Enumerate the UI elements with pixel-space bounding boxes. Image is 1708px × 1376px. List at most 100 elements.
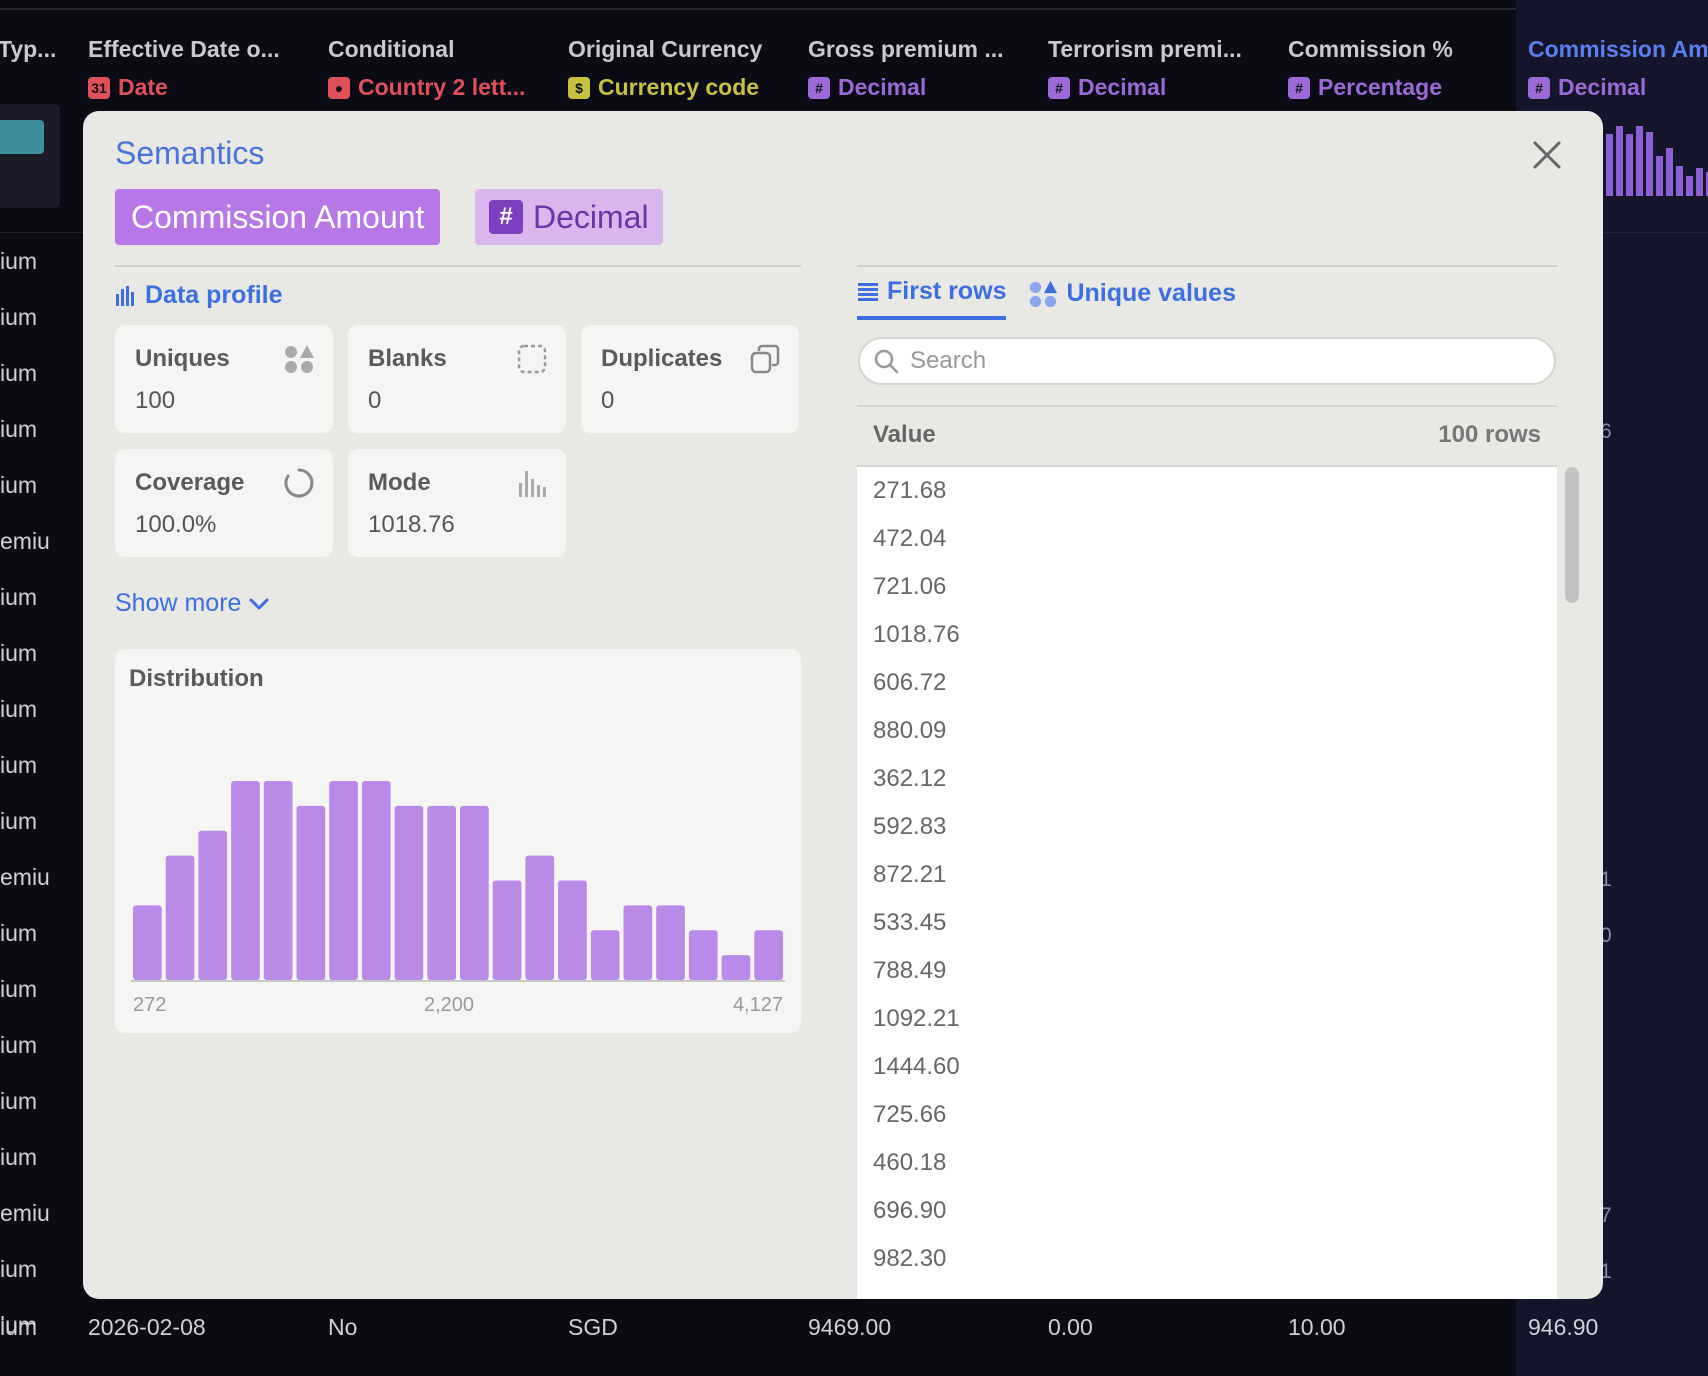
histogram-bar[interactable] xyxy=(460,805,489,980)
list-item[interactable]: 1444.60 xyxy=(873,1053,960,1080)
distribution-chart: 272 2,200 4,127 xyxy=(131,781,785,1016)
list-item[interactable]: 460.18 xyxy=(873,1149,947,1176)
hash-icon: # xyxy=(489,200,523,234)
column-title: Typ... xyxy=(0,36,57,62)
list-item[interactable]: 271.68 xyxy=(873,477,947,504)
uniques-card: Uniques 100 xyxy=(115,325,333,433)
histogram-bar[interactable] xyxy=(198,830,228,980)
list-item[interactable]: 696.90 xyxy=(873,1197,947,1224)
histogram-bar[interactable] xyxy=(361,781,391,980)
histogram-bar[interactable] xyxy=(133,905,162,980)
distribution-title: Distribution xyxy=(129,665,264,692)
values-list: 271.68 472.04 721.06 1018.76 606.72 880.09 362… xyxy=(857,465,1557,1299)
x-tick-label: 272 xyxy=(133,994,166,1016)
uniques-label: Uniques xyxy=(135,345,230,372)
histogram-bar[interactable] xyxy=(721,955,751,980)
mini-histogram-bar xyxy=(1686,176,1693,196)
copy-icon xyxy=(750,344,780,374)
search-icon xyxy=(874,349,899,374)
list-item[interactable]: 362.12 xyxy=(873,765,947,792)
row-count: 100 rows xyxy=(1438,421,1541,448)
mini-histogram-bar xyxy=(1646,132,1653,196)
list-item[interactable]: 788.49 xyxy=(873,957,947,984)
table-cell: ium xyxy=(0,920,38,946)
list-item[interactable]: 472.04 xyxy=(873,525,947,552)
list-item[interactable]: 1092.21 xyxy=(873,1005,960,1032)
histogram-bar[interactable] xyxy=(525,855,555,980)
column-header-0[interactable]: Typ... xyxy=(0,0,240,1376)
mini-histogram-bar xyxy=(1706,172,1708,196)
table-cell: ium xyxy=(0,416,38,442)
histogram-bar[interactable] xyxy=(558,880,587,981)
table-cell: 6 xyxy=(1600,420,1612,443)
list-item[interactable]: 606.72 xyxy=(873,669,947,696)
column-type: ● Country 2 lett... xyxy=(328,74,525,101)
histogram-bar[interactable] xyxy=(623,905,653,980)
blanks-label: Blanks xyxy=(368,345,447,372)
histogram-icon xyxy=(519,471,546,497)
histogram-bar[interactable] xyxy=(754,930,783,980)
mini-histogram-bar xyxy=(1696,168,1703,196)
list-item[interactable]: 721.06 xyxy=(873,573,947,600)
column-title: Conditional xyxy=(328,36,455,62)
column-title: Commission Am xyxy=(1528,36,1708,62)
histogram-bar[interactable] xyxy=(231,781,260,980)
histogram-bar[interactable] xyxy=(688,930,718,980)
list-item[interactable]: 872.21 xyxy=(873,861,947,888)
tab-unique-values[interactable]: Unique values xyxy=(1028,277,1236,320)
table-cell: ium xyxy=(0,1144,38,1170)
column-name-chip[interactable]: Commission Amount xyxy=(115,189,441,245)
column-header-3[interactable]: Original Currency $ Currency code xyxy=(556,0,796,1376)
table-cell: ium xyxy=(0,1314,38,1340)
column-title: Gross premium ... xyxy=(808,36,1004,62)
circle-progress-icon xyxy=(284,468,314,498)
list-item[interactable]: 1018.76 xyxy=(873,621,960,648)
histogram-bar[interactable] xyxy=(427,805,456,980)
column-header-2[interactable]: Conditional ● Country 2 lett... xyxy=(316,0,556,1376)
column-type-label: Country 2 lett... xyxy=(358,74,526,100)
scrollbar[interactable] xyxy=(1565,467,1579,603)
list-item[interactable]: 592.83 xyxy=(873,813,947,840)
close-icon[interactable] xyxy=(1529,137,1565,173)
table-cell: 7 xyxy=(1600,1204,1612,1227)
histogram-bar[interactable] xyxy=(329,781,358,980)
bar-chart-icon xyxy=(116,285,134,306)
search-field[interactable] xyxy=(858,337,1556,385)
histogram-bar[interactable] xyxy=(656,905,685,980)
column-type: $ Currency code xyxy=(568,74,759,101)
table-cell: ium xyxy=(0,1312,38,1338)
table-cell: 1 xyxy=(1600,868,1612,891)
type-chip[interactable]: # Decimal xyxy=(475,189,663,245)
column-type-label: Percentage xyxy=(1318,74,1443,100)
list-item[interactable]: 880.09 xyxy=(873,717,947,744)
mini-histogram-bar xyxy=(1676,166,1683,196)
column-type-label: Decimal xyxy=(1078,74,1167,100)
table-cell: ium xyxy=(0,696,38,722)
column-header-1[interactable]: Effective Date o... 31 Date xyxy=(76,0,316,1376)
column-title: Effective Date o... xyxy=(88,36,280,62)
histogram-bar[interactable] xyxy=(590,930,620,980)
show-more-button[interactable]: Show more xyxy=(115,589,269,618)
list-item[interactable]: 533.45 xyxy=(873,909,947,936)
histogram-bar[interactable] xyxy=(263,781,293,980)
table-cell: 2026-02-08 xyxy=(88,1314,206,1340)
column-header-5[interactable]: Terrorism premi... # Decimal xyxy=(1036,0,1276,1376)
list-icon xyxy=(858,282,878,301)
histogram-bar[interactable] xyxy=(394,805,424,980)
mini-histogram-bar xyxy=(1616,126,1623,196)
duplicates-value: 0 xyxy=(601,387,615,414)
search-input[interactable] xyxy=(908,346,1512,376)
column-title: Commission % xyxy=(1288,36,1453,62)
column-header-4[interactable]: Gross premium ... # Decimal xyxy=(796,0,1036,1376)
globe-icon: ● xyxy=(328,76,350,99)
list-item[interactable]: 725.66 xyxy=(873,1101,947,1128)
histogram-bar[interactable] xyxy=(492,880,522,981)
table-cell: SGD xyxy=(568,1314,618,1340)
list-item[interactable]: 982.30 xyxy=(873,1245,947,1272)
mode-value: 1018.76 xyxy=(368,511,455,538)
histogram-bar[interactable] xyxy=(165,855,195,980)
histogram-bar[interactable] xyxy=(296,805,326,980)
tab-first-rows[interactable]: First rows xyxy=(857,277,1007,320)
column-header-6[interactable]: Commission % # Percentage xyxy=(1276,0,1516,1376)
blanks-card: Blanks 0 xyxy=(348,325,566,433)
